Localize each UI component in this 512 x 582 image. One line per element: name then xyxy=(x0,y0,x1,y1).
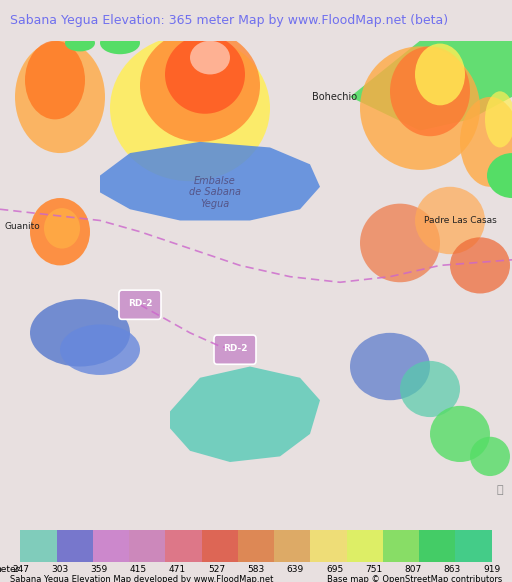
Text: 303: 303 xyxy=(51,565,69,574)
Bar xyxy=(20,530,57,562)
Bar xyxy=(129,530,165,562)
Text: 863: 863 xyxy=(443,565,461,574)
Bar xyxy=(57,530,93,562)
Text: 471: 471 xyxy=(169,565,186,574)
Polygon shape xyxy=(100,142,320,221)
Ellipse shape xyxy=(400,361,460,417)
Ellipse shape xyxy=(140,30,260,142)
Ellipse shape xyxy=(430,406,490,462)
Ellipse shape xyxy=(60,324,140,375)
Text: 807: 807 xyxy=(404,565,422,574)
Ellipse shape xyxy=(360,47,480,170)
Ellipse shape xyxy=(450,237,510,293)
Bar xyxy=(455,530,492,562)
Ellipse shape xyxy=(470,436,510,476)
Bar xyxy=(274,530,310,562)
Text: RD-2: RD-2 xyxy=(223,344,247,353)
Ellipse shape xyxy=(415,187,485,254)
Text: Base map © OpenStreetMap contributors: Base map © OpenStreetMap contributors xyxy=(327,576,502,582)
Ellipse shape xyxy=(485,91,512,147)
Ellipse shape xyxy=(15,41,105,153)
Text: Bohechio: Bohechio xyxy=(312,92,357,102)
Ellipse shape xyxy=(30,299,130,367)
Text: meter: meter xyxy=(0,565,19,574)
Text: Guanito: Guanito xyxy=(4,222,40,230)
Ellipse shape xyxy=(390,47,470,136)
Bar xyxy=(383,530,419,562)
Ellipse shape xyxy=(360,204,440,282)
Ellipse shape xyxy=(110,35,270,181)
Text: RD-2: RD-2 xyxy=(128,299,152,308)
Bar xyxy=(310,530,347,562)
Ellipse shape xyxy=(487,153,512,198)
Text: 751: 751 xyxy=(365,565,382,574)
Circle shape xyxy=(44,208,80,249)
Bar xyxy=(347,530,383,562)
Text: Embalse
de Sabana
Yegua: Embalse de Sabana Yegua xyxy=(189,176,241,209)
Text: 527: 527 xyxy=(208,565,225,574)
Bar xyxy=(238,530,274,562)
Text: Ⓞ: Ⓞ xyxy=(497,485,503,495)
Text: 695: 695 xyxy=(326,565,343,574)
Ellipse shape xyxy=(65,34,95,51)
Circle shape xyxy=(30,198,90,265)
Bar xyxy=(165,530,202,562)
Text: 583: 583 xyxy=(247,565,265,574)
Ellipse shape xyxy=(460,97,512,187)
Bar xyxy=(202,530,238,562)
Ellipse shape xyxy=(25,41,85,119)
Text: Sabana Yegua Elevation: 365 meter Map by www.FloodMap.net (beta): Sabana Yegua Elevation: 365 meter Map by… xyxy=(10,15,449,27)
FancyBboxPatch shape xyxy=(214,335,256,364)
Text: 639: 639 xyxy=(287,565,304,574)
Text: 359: 359 xyxy=(90,565,108,574)
Ellipse shape xyxy=(415,44,465,105)
Text: Padre Las Casas: Padre Las Casas xyxy=(423,216,496,225)
Ellipse shape xyxy=(100,32,140,54)
FancyBboxPatch shape xyxy=(119,290,161,320)
Polygon shape xyxy=(350,41,512,130)
Ellipse shape xyxy=(165,35,245,113)
Text: Sabana Yegua Elevation Map developed by www.FloodMap.net: Sabana Yegua Elevation Map developed by … xyxy=(10,576,273,582)
Bar xyxy=(93,530,129,562)
Text: 415: 415 xyxy=(130,565,147,574)
Ellipse shape xyxy=(190,41,230,74)
Bar xyxy=(419,530,455,562)
Text: 919: 919 xyxy=(483,565,500,574)
Ellipse shape xyxy=(350,333,430,400)
Text: 247: 247 xyxy=(12,565,29,574)
Polygon shape xyxy=(170,367,320,462)
